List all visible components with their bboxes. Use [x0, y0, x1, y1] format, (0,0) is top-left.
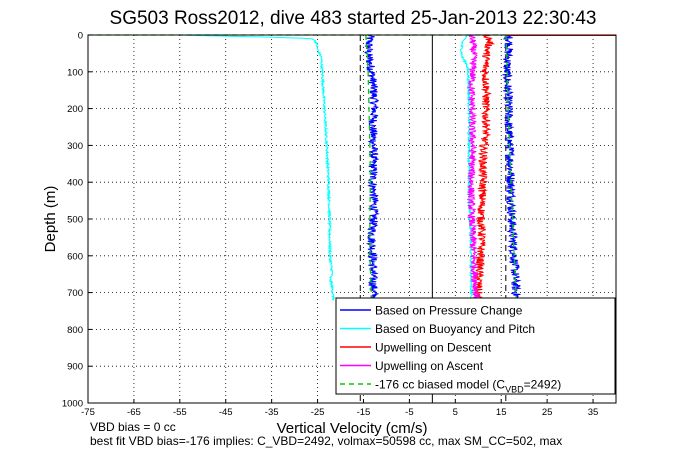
x-tick-label: -35 [265, 407, 279, 418]
model-line [365, 34, 374, 301]
x-tick-label: -55 [173, 407, 187, 418]
y-tick-labels: 0 100 200 300 400 500 600 700 800 900 1000 [62, 31, 83, 410]
x-tick-labels: -75 -65 -55 -45 -35 -25 -15 -5 5 15 25 35 [81, 407, 598, 418]
legend-label-subscript: VBD [505, 385, 524, 395]
y-tick-label: 600 [67, 251, 83, 262]
x-tick-label: 15 [496, 407, 507, 418]
legend-label-end: =2492) [524, 378, 562, 392]
x-tick-label: -15 [357, 407, 371, 418]
y-tick-label: 1000 [62, 399, 83, 410]
y-tick-label: 700 [67, 288, 83, 299]
series-line [364, 34, 380, 301]
x-axis-label: Vertical Velocity (cm/s) [277, 420, 428, 437]
legend-label: Upwelling on Ascent [375, 359, 484, 373]
plot-frame [87, 34, 617, 404]
series-line [459, 34, 475, 301]
legend-label: Based on Buoyancy and Pitch [375, 322, 535, 336]
x-tick-label: -5 [405, 407, 413, 418]
legend-label: Upwelling on Descent [375, 341, 492, 355]
y-tick-label: 100 [67, 67, 83, 78]
y-tick-label: 400 [67, 178, 83, 189]
series-line [502, 34, 522, 301]
x-tick-label: 25 [542, 407, 553, 418]
y-tick-label: 0 [78, 31, 83, 42]
legend-label: Based on Pressure Change [375, 304, 523, 318]
series-lines [180, 34, 616, 301]
y-tick-label: 200 [67, 104, 83, 115]
model-lines [88, 34, 518, 301]
model-line [505, 34, 518, 301]
x-tick-label: 35 [588, 407, 599, 418]
series-line [180, 34, 336, 301]
note-vbd-bias: VBD bias = 0 cc [90, 420, 176, 434]
note-best-fit: best fit VBD bias=-176 implies: C_VBD=24… [90, 434, 562, 448]
series-line [473, 34, 496, 301]
series-line [466, 34, 480, 301]
y-tick-label: 300 [67, 141, 83, 152]
x-tick-label: -45 [219, 407, 233, 418]
y-axis-label: Depth (m) [42, 186, 59, 253]
y-tick-label: 800 [67, 325, 83, 336]
x-tick-label: -65 [127, 407, 141, 418]
legend: Based on Pressure Change Based on Buoyanc… [335, 297, 616, 395]
x-tick-label: -25 [311, 407, 325, 418]
y-tick-label: 500 [67, 215, 83, 226]
x-tick-label: -75 [81, 407, 95, 418]
chart-title: SG503 Ross2012, dive 483 started 25-Jan-… [110, 8, 597, 29]
y-tick-label: 900 [67, 362, 83, 373]
x-tick-label: 5 [453, 407, 458, 418]
legend-box [335, 297, 616, 395]
